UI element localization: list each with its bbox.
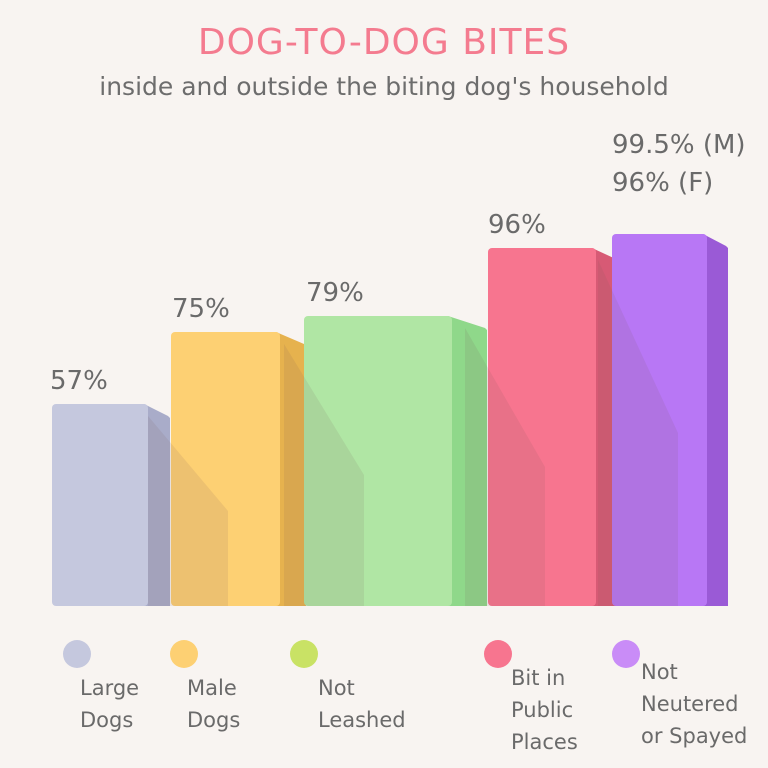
value-label: 96% xyxy=(488,210,546,240)
legend-label: Not Neutered or Spayed xyxy=(641,660,748,748)
value-label: 79% xyxy=(306,278,364,308)
legend-dot xyxy=(612,640,640,668)
value-label: 99.5% (M) xyxy=(612,130,746,160)
chart-subtitle: inside and outside the biting dog's hous… xyxy=(99,72,669,101)
legend-label: Not Leashed xyxy=(318,676,406,732)
bar xyxy=(52,404,148,606)
bar-side xyxy=(703,234,728,606)
legend-dot xyxy=(63,640,91,668)
bar xyxy=(171,332,280,606)
bar-side xyxy=(144,404,170,606)
legend-dot xyxy=(484,640,512,668)
bar xyxy=(488,248,596,606)
value-label-female: 96% (F) xyxy=(612,168,714,198)
bar xyxy=(304,316,452,606)
value-label: 75% xyxy=(172,294,230,324)
bar-side xyxy=(276,332,306,606)
legend-dot xyxy=(170,640,198,668)
legend-dot xyxy=(290,640,318,668)
legend-label: Bit in Public Places xyxy=(511,666,578,754)
legend-label: Large Dogs xyxy=(80,676,140,732)
value-label: 57% xyxy=(50,366,108,396)
bar-side xyxy=(448,316,487,606)
bar xyxy=(612,234,707,606)
chart-title: DOG-TO-DOG BITES xyxy=(197,22,571,63)
legend-label: Male Dogs xyxy=(187,676,241,732)
